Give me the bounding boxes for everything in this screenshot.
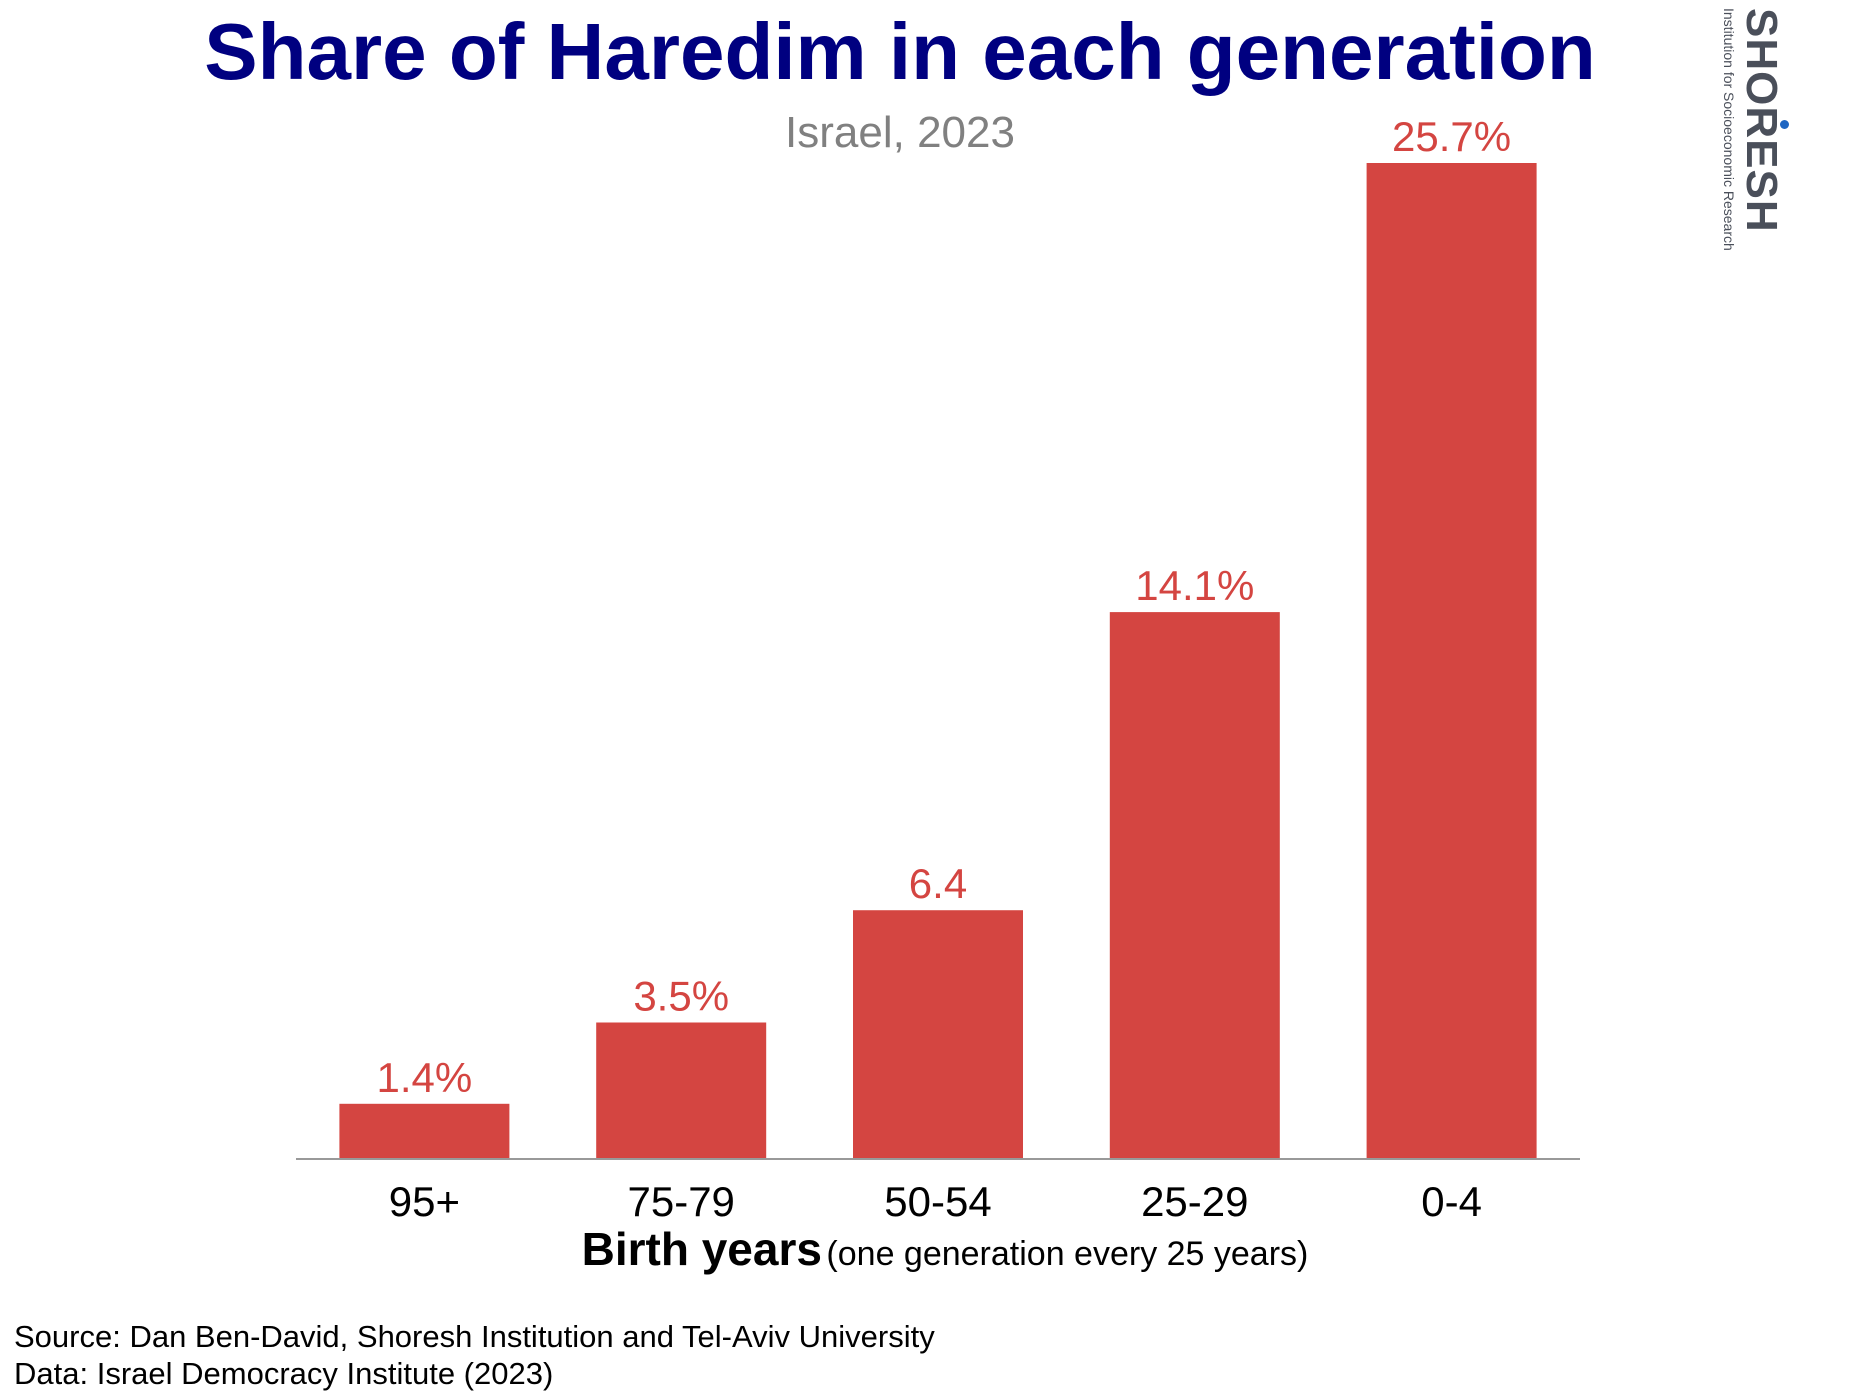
x-tick-label-75-79: 75-79 xyxy=(627,1178,734,1225)
source-note: Source: Dan Ben-David, Shoresh Instituti… xyxy=(14,1318,935,1392)
chart-subtitle: Israel, 2023 xyxy=(785,108,1015,157)
source-line: Source: Dan Ben-David, Shoresh Instituti… xyxy=(14,1319,935,1354)
bar-50-54 xyxy=(853,910,1023,1158)
x-tick-label-50-54: 50-54 xyxy=(884,1178,991,1225)
data-label-95+: 1.4% xyxy=(377,1054,473,1101)
chart-title: Share of Haredim in each generation xyxy=(204,7,1596,96)
data-label-25-29: 14.1% xyxy=(1135,562,1254,609)
x-tick-label-0-4: 0-4 xyxy=(1421,1178,1482,1225)
bar-25-29 xyxy=(1109,612,1280,1158)
data-label-0-4: 25.7% xyxy=(1392,113,1511,160)
x-tick-label-25-29: 25-29 xyxy=(1141,1178,1248,1225)
bar-0-4 xyxy=(1366,163,1537,1158)
bar-75-79 xyxy=(596,1022,767,1158)
data-label-50-54: 6.4 xyxy=(909,860,967,907)
x-tick-label-95+: 95+ xyxy=(389,1178,460,1225)
data-label-75-79: 3.5% xyxy=(633,972,729,1019)
x-axis-note: (one generation every 25 years) xyxy=(826,1235,1309,1273)
bar-95+ xyxy=(339,1103,510,1158)
x-axis-label: Birth years xyxy=(581,1223,822,1275)
data-line: Data: Israel Democracy Institute (2023) xyxy=(14,1356,554,1391)
x-axis-title: Birth years (one generation every 25 yea… xyxy=(0,1222,1854,1276)
